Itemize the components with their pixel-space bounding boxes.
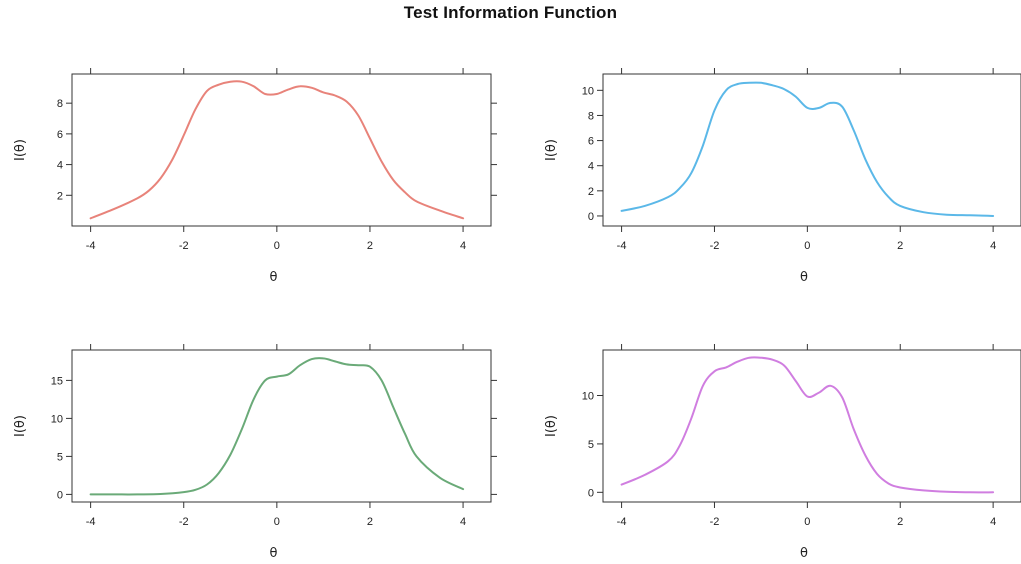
x-tick-label: 0	[804, 240, 810, 252]
x-tick-label: 2	[367, 240, 373, 252]
plot-frame	[71, 349, 492, 503]
x-tick-label: 2	[367, 516, 373, 528]
y-axis-title: I(θ)	[13, 139, 28, 161]
y-tick-label: 0	[57, 489, 63, 501]
y-tick-label: 2	[588, 186, 594, 198]
y-tick-label: 6	[57, 129, 63, 141]
series-line-1	[620, 81, 995, 217]
panel-3: -4 -2 0 2 4 0 5 10 15 θ I(θ)	[13, 344, 497, 561]
x-tick-label: -2	[710, 516, 720, 528]
panel-1: -4 -2 0 2 4 2 4 6 8 θ I(θ)	[13, 68, 497, 285]
panel-2: -4 -2 0 2 4 0 2 4 6 8 10 θ I(θ)	[544, 68, 1021, 285]
y-tick-label: 0	[588, 211, 594, 223]
plot-frame	[71, 73, 492, 227]
x-tick-label: 0	[274, 516, 280, 528]
y-axis-title: I(θ)	[544, 415, 559, 437]
x-tick-label: -2	[179, 240, 189, 252]
y-tick-label: 4	[588, 161, 594, 173]
x-axis-title: θ	[270, 546, 278, 561]
y-axis-title: I(θ)	[544, 139, 559, 161]
x-tick-label: 4	[460, 516, 466, 528]
x-tick-label: -4	[617, 240, 627, 252]
x-tick-label: 4	[990, 240, 996, 252]
x-axis-title: θ	[270, 270, 278, 285]
y-tick-label: 10	[582, 391, 594, 403]
y-tick-label: 8	[57, 98, 63, 110]
y-tick-label: 10	[582, 85, 594, 97]
y-tick-label: 0	[588, 487, 594, 499]
y-tick-label: 10	[51, 413, 63, 425]
x-tick-label: -4	[617, 516, 627, 528]
y-axis-title: I(θ)	[13, 415, 28, 437]
x-tick-label: 0	[804, 516, 810, 528]
y-tick-label: 5	[57, 451, 63, 463]
panel-4: -4 -2 0 2 4 0 5 10 θ I(θ)	[544, 344, 1021, 561]
x-tick-label: 4	[990, 516, 996, 528]
plot-frame	[602, 73, 1021, 227]
y-tick-label: 4	[57, 160, 63, 172]
x-axis-title: θ	[800, 270, 808, 285]
y-tick-label: 5	[588, 439, 594, 451]
x-tick-label: 4	[460, 240, 466, 252]
x-tick-label: -4	[86, 240, 96, 252]
series-line-1	[620, 356, 995, 494]
y-tick-label: 2	[57, 190, 63, 202]
series-line-1	[89, 80, 465, 220]
x-axis-title: θ	[800, 546, 808, 561]
y-tick-label: 8	[588, 110, 594, 122]
x-tick-label: -2	[710, 240, 720, 252]
plot-frame	[602, 349, 1021, 503]
x-tick-label: -2	[179, 516, 189, 528]
x-tick-label: -4	[86, 516, 96, 528]
series-line-1	[89, 357, 465, 496]
x-tick-label: 0	[274, 240, 280, 252]
y-tick-label: 6	[588, 136, 594, 148]
x-tick-label: 2	[897, 240, 903, 252]
y-tick-label: 15	[51, 375, 63, 387]
figure-title: Test Information Function	[403, 3, 618, 22]
x-tick-label: 2	[897, 516, 903, 528]
